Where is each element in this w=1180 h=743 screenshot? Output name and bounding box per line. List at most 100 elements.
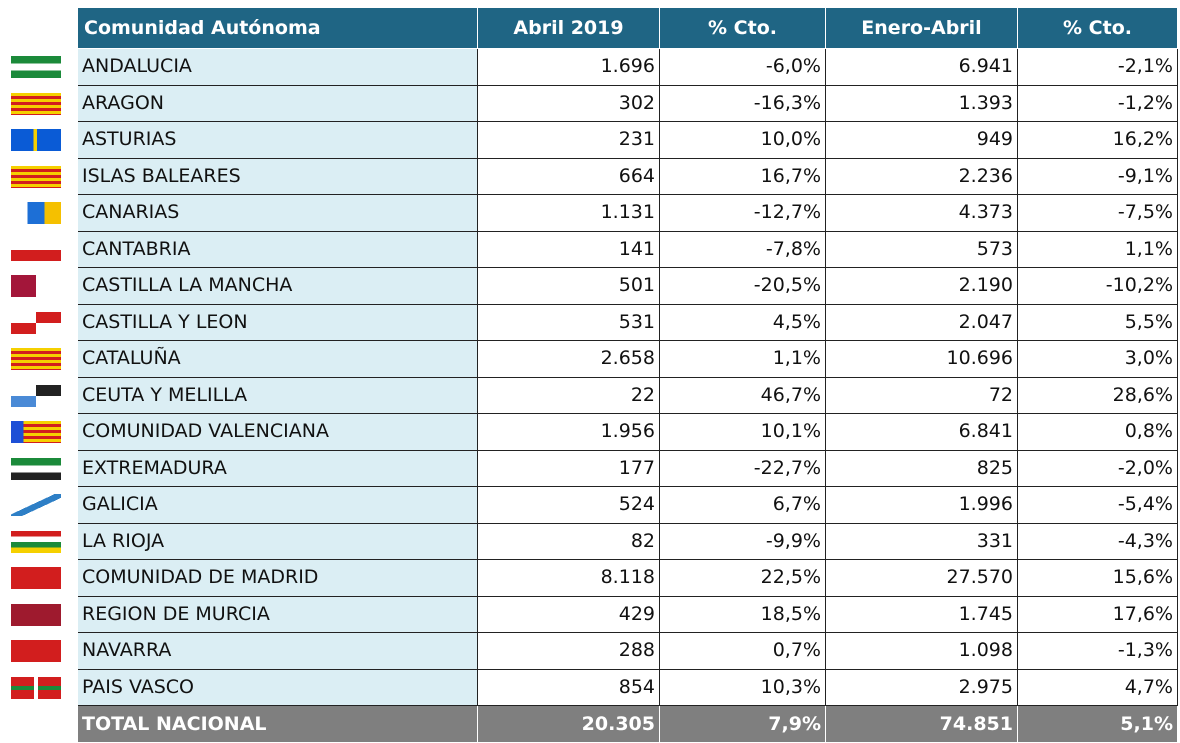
value-cell: 8.118 — [478, 560, 660, 597]
value-cell: 825 — [826, 450, 1018, 487]
value-cell: -7,8% — [660, 231, 826, 268]
value-cell: 302 — [478, 85, 660, 122]
value-cell: 2.658 — [478, 341, 660, 378]
value-cell: 10,1% — [660, 414, 826, 451]
value-cell: 4.373 — [826, 195, 1018, 232]
value-cell: 46,7% — [660, 377, 826, 414]
value-cell: 4,5% — [660, 304, 826, 341]
flag-icon — [11, 421, 61, 444]
value-cell: -2,0% — [1018, 450, 1178, 487]
flag-icon — [11, 676, 61, 699]
total-cell: 7,9% — [660, 706, 826, 743]
header-cell: Comunidad Autónoma — [78, 8, 478, 49]
flag-icon — [11, 129, 61, 152]
value-cell: -5,4% — [1018, 487, 1178, 524]
value-cell: 1,1% — [660, 341, 826, 378]
flag-icon — [11, 530, 61, 553]
value-cell: 1.696 — [478, 49, 660, 86]
flag-icon — [11, 348, 61, 371]
value-cell: 1.098 — [826, 633, 1018, 670]
flag-icon — [11, 238, 61, 261]
region-cell: ASTURIAS — [78, 122, 478, 159]
value-cell: 15,6% — [1018, 560, 1178, 597]
value-cell: 0,8% — [1018, 414, 1178, 451]
value-cell: -16,3% — [660, 85, 826, 122]
value-cell: 854 — [478, 669, 660, 706]
value-cell: 949 — [826, 122, 1018, 159]
value-cell: -12,7% — [660, 195, 826, 232]
value-cell: 10,0% — [660, 122, 826, 159]
value-cell: 573 — [826, 231, 1018, 268]
value-cell: 6.941 — [826, 49, 1018, 86]
value-cell: 2.236 — [826, 158, 1018, 195]
value-cell: 177 — [478, 450, 660, 487]
value-cell: 28,6% — [1018, 377, 1178, 414]
value-cell: 1.393 — [826, 85, 1018, 122]
value-cell: 2.190 — [826, 268, 1018, 305]
region-cell: PAIS VASCO — [78, 669, 478, 706]
value-cell: 16,2% — [1018, 122, 1178, 159]
value-cell: 1,1% — [1018, 231, 1178, 268]
total-cell: 5,1% — [1018, 706, 1178, 743]
value-cell: -20,5% — [660, 268, 826, 305]
value-cell: 17,6% — [1018, 596, 1178, 633]
value-cell: 18,5% — [660, 596, 826, 633]
value-cell: -22,7% — [660, 450, 826, 487]
value-cell: 1.956 — [478, 414, 660, 451]
value-cell: 1.745 — [826, 596, 1018, 633]
region-cell: LA RIOJA — [78, 523, 478, 560]
total-cell: 74.851 — [826, 706, 1018, 743]
value-cell: 10,3% — [660, 669, 826, 706]
flag-icon — [11, 494, 61, 517]
value-cell: 22,5% — [660, 560, 826, 597]
region-cell: CEUTA Y MELILLA — [78, 377, 478, 414]
region-cell: CASTILLA LA MANCHA — [78, 268, 478, 305]
value-cell: 16,7% — [660, 158, 826, 195]
region-cell: COMUNIDAD DE MADRID — [78, 560, 478, 597]
value-cell: 1.996 — [826, 487, 1018, 524]
value-cell: 141 — [478, 231, 660, 268]
flag-icon — [11, 640, 61, 663]
header-cell: Abril 2019 — [478, 8, 660, 49]
region-cell: CATALUÑA — [78, 341, 478, 378]
value-cell: 288 — [478, 633, 660, 670]
value-cell: 2.047 — [826, 304, 1018, 341]
total-cell: 20.305 — [478, 706, 660, 743]
value-cell: 331 — [826, 523, 1018, 560]
header-cell: Enero-Abril — [826, 8, 1018, 49]
value-cell: 664 — [478, 158, 660, 195]
value-cell: -1,2% — [1018, 85, 1178, 122]
value-cell: 3,0% — [1018, 341, 1178, 378]
value-cell: 0,7% — [660, 633, 826, 670]
region-cell: REGION DE MURCIA — [78, 596, 478, 633]
value-cell: -4,3% — [1018, 523, 1178, 560]
value-cell: 4,7% — [1018, 669, 1178, 706]
region-cell: COMUNIDAD VALENCIANA — [78, 414, 478, 451]
flag-icon — [11, 202, 61, 225]
flag-icon — [11, 457, 61, 480]
region-cell: CASTILLA Y LEON — [78, 304, 478, 341]
total-cell: TOTAL NACIONAL — [78, 706, 478, 743]
region-cell: EXTREMADURA — [78, 450, 478, 487]
region-cell: NAVARRA — [78, 633, 478, 670]
region-cell: ARAGON — [78, 85, 478, 122]
value-cell: -9,1% — [1018, 158, 1178, 195]
flag-icon — [11, 92, 61, 115]
value-cell: 231 — [478, 122, 660, 159]
value-cell: -6,0% — [660, 49, 826, 86]
value-cell: 27.570 — [826, 560, 1018, 597]
region-cell: CANTABRIA — [78, 231, 478, 268]
header-cell: % Cto. — [660, 8, 826, 49]
value-cell: 2.975 — [826, 669, 1018, 706]
value-cell: -9,9% — [660, 523, 826, 560]
value-cell: -1,3% — [1018, 633, 1178, 670]
value-cell: -2,1% — [1018, 49, 1178, 86]
value-cell: 6.841 — [826, 414, 1018, 451]
region-cell: CANARIAS — [78, 195, 478, 232]
value-cell: 72 — [826, 377, 1018, 414]
value-cell: 22 — [478, 377, 660, 414]
flag-icon — [11, 275, 61, 298]
value-cell: 6,7% — [660, 487, 826, 524]
value-cell: 531 — [478, 304, 660, 341]
